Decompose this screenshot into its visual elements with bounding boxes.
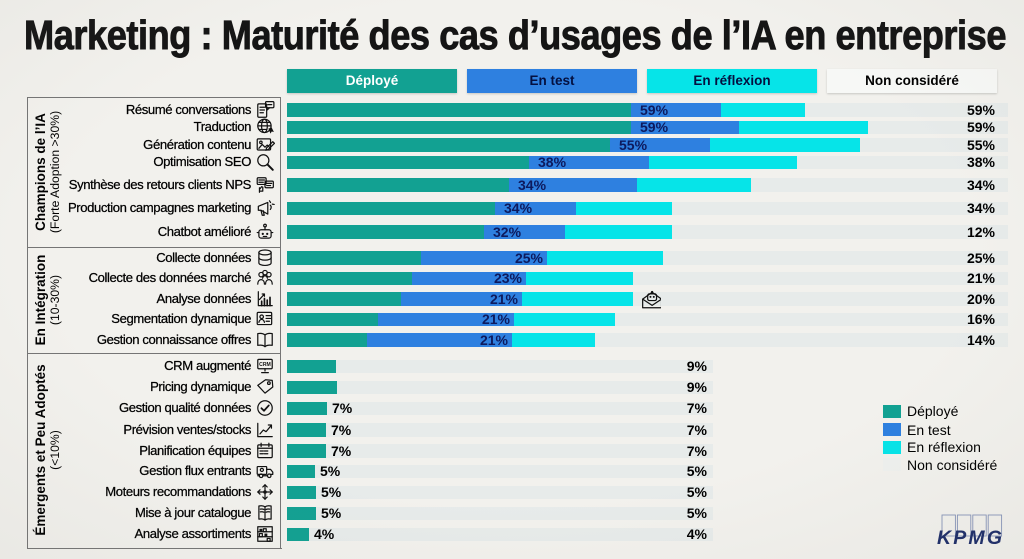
svg-text:CRM: CRM [259, 362, 271, 368]
svg-text:KPMG: KPMG [937, 527, 1002, 547]
